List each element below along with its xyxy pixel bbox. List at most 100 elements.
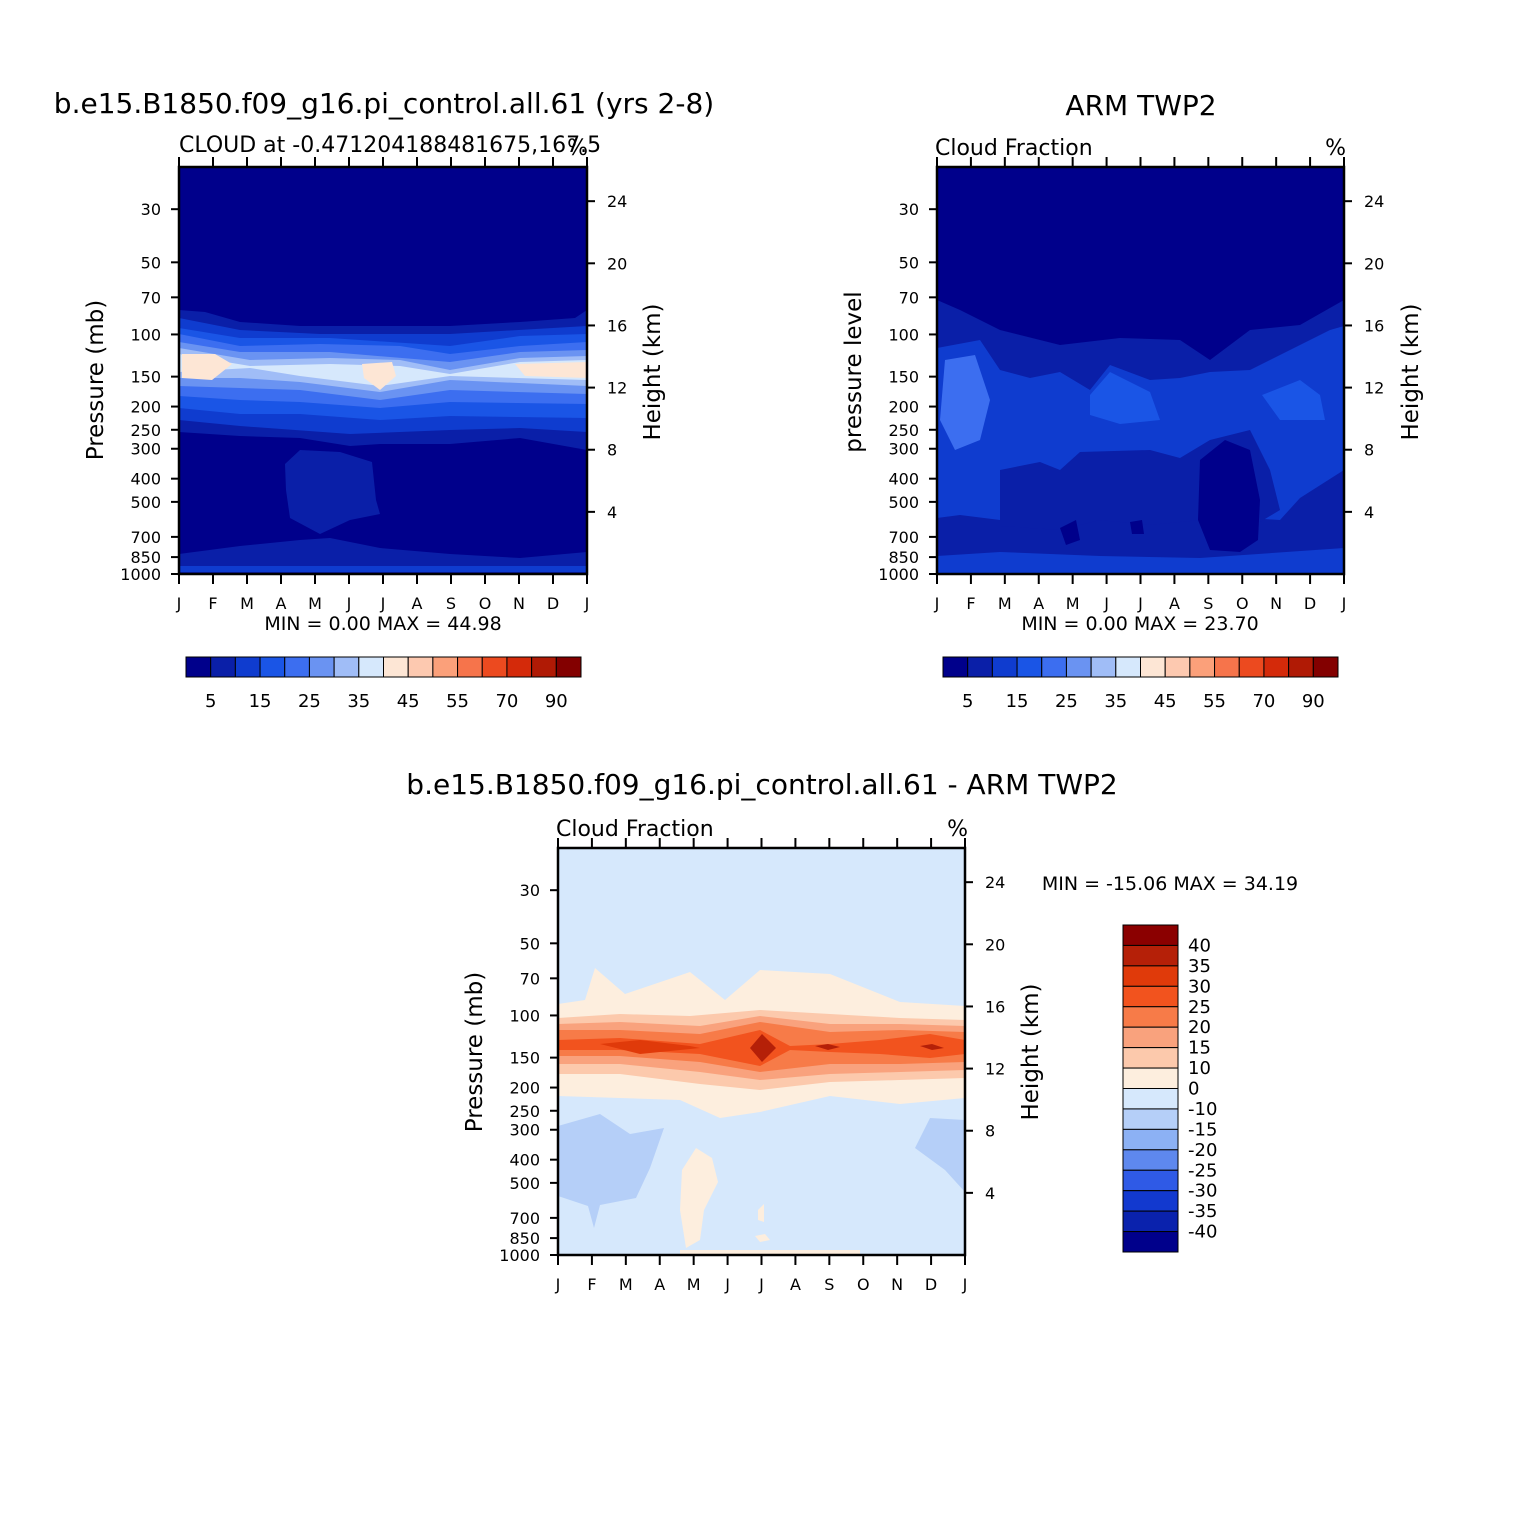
diff-colorbar-label: -25	[1188, 1160, 1217, 1181]
model-ytick-label: 30	[141, 200, 161, 219]
model-htick-label: 12	[607, 379, 627, 398]
model-xtick-label: J	[380, 594, 386, 613]
diff-xtick-label: D	[925, 1275, 937, 1294]
obs-colorbar-box	[1238, 656, 1265, 678]
diff-positive-may	[680, 1148, 718, 1248]
diff-colorbar-box	[1122, 1210, 1179, 1233]
diff-ytick-label: 250	[509, 1102, 540, 1121]
model-ytick-label: 1000	[120, 565, 161, 584]
model-htick-label: 20	[607, 254, 627, 273]
model-colorbar-label: 5	[205, 691, 216, 712]
obs-xtick-label: J	[1137, 594, 1143, 613]
diff-core-jul	[750, 1034, 776, 1062]
obs-colorbar-label: 25	[1055, 691, 1078, 712]
diff-core-feb	[600, 1040, 700, 1054]
panel-model-ylabel: Pressure (mb)	[83, 300, 109, 460]
panel-model-minmax: MIN = 0.00 MAX = 44.98	[264, 613, 501, 635]
obs-ytick-label: 500	[888, 493, 919, 512]
model-htick-label: 4	[607, 503, 617, 522]
obs-ytick-label: 1000	[878, 565, 919, 584]
model-colorbar-box	[185, 656, 212, 678]
diff-colorbar-box	[1122, 1149, 1179, 1171]
diff-colorbar-box	[1122, 1108, 1179, 1130]
model-colorbar-box	[506, 656, 533, 678]
diff-colorbar-label: 20	[1188, 1017, 1211, 1038]
diff-xtick-label: S	[824, 1275, 834, 1294]
model-colorbar-label: 55	[446, 691, 469, 712]
obs-htick-label: 20	[1364, 254, 1384, 273]
model-colorbar-label: 45	[397, 691, 420, 712]
obs-clear-spot-2	[1130, 520, 1144, 534]
model-colorbar-label: 90	[545, 691, 568, 712]
panel-obs-units: %	[1325, 136, 1346, 161]
panel-model-ylabel-right: Height (km)	[640, 303, 666, 440]
model-ytick-label: 500	[130, 493, 161, 512]
obs-colorbar-box	[942, 656, 969, 678]
panel-diff-subtitle: Cloud Fraction	[556, 817, 714, 842]
model-xtick-label: J	[176, 594, 182, 613]
model-xtick-label: M	[308, 594, 322, 613]
panel-obs-ylabel-right: Height (km)	[1398, 303, 1424, 440]
diff-xtick-label: N	[891, 1275, 903, 1294]
diff-xtick-label: M	[619, 1275, 633, 1294]
obs-ytick-label: 100	[888, 325, 919, 344]
obs-lowlevel	[937, 548, 1344, 574]
panel-diff-title: b.e15.B1850.f09_g16.pi_control.all.61 - …	[406, 768, 1117, 801]
model-ytick-label: 70	[141, 288, 161, 307]
obs-colorbar-label: 70	[1252, 691, 1275, 712]
obs-xtick-label: A	[1033, 594, 1044, 613]
diff-ytick-label: 1000	[499, 1246, 540, 1265]
surface-cloud	[179, 566, 587, 572]
model-htick-label: 16	[607, 316, 627, 335]
panel-obs-minmax: MIN = 0.00 MAX = 23.70	[1021, 613, 1258, 635]
obs-colorbar-label: 45	[1154, 691, 1177, 712]
obs-patch-jan	[940, 355, 990, 450]
model-ytick-label: 850	[130, 548, 161, 567]
obs-colorbar-box	[991, 656, 1018, 678]
diff-colorbar-box	[1122, 1026, 1179, 1049]
obs-xtick-label: N	[1270, 594, 1282, 613]
diff-colorbar-box	[1122, 1169, 1179, 1192]
model-ytick-label: 250	[130, 421, 161, 440]
diff-xtick-label: J	[724, 1275, 730, 1294]
diff-ytick-label: 150	[509, 1049, 540, 1068]
model-colorbar-box	[333, 656, 360, 678]
model-colorbar-label: 35	[347, 691, 370, 712]
diff-colorbar-label: 10	[1188, 1058, 1211, 1079]
obs-colorbar-box	[1189, 656, 1216, 678]
model-colorbar-box	[531, 656, 557, 678]
panel-obs-subtitle: Cloud Fraction	[935, 136, 1093, 161]
diff-colorbar-box	[1122, 1190, 1179, 1212]
model-ytick-label: 50	[141, 253, 161, 272]
diff-xtick-label: J	[555, 1275, 561, 1294]
obs-colorbar-box	[1263, 656, 1290, 678]
diff-ytick-label: 30	[520, 881, 540, 900]
diff-htick-label: 24	[985, 873, 1005, 892]
midlevel-cloud	[285, 450, 380, 534]
obs-colorbar-box	[1115, 656, 1141, 678]
diff-colorbar-box	[1122, 1047, 1179, 1069]
obs-xtick-label: F	[966, 594, 975, 613]
diff-xtick-label: M	[687, 1275, 701, 1294]
model-colorbar-box	[432, 656, 459, 678]
obs-xtick-label: M	[1066, 594, 1080, 613]
obs-xtick-label: A	[1169, 594, 1180, 613]
panel-diff-ylabel-right: Height (km)	[1018, 983, 1044, 1120]
model-xtick-label: D	[547, 594, 559, 613]
obs-htick-label: 8	[1364, 441, 1374, 460]
obs-ytick-label: 50	[899, 253, 919, 272]
model-colorbar-box	[457, 656, 483, 678]
diff-xtick-label: O	[857, 1275, 870, 1294]
diff-colorbar-box	[1122, 1067, 1179, 1089]
diff-negative-dec	[915, 1118, 965, 1192]
diff-colorbar-label: -20	[1188, 1140, 1217, 1161]
model-colorbar-box	[407, 656, 434, 678]
model-xtick-label: O	[479, 594, 492, 613]
diff-colorbar-box	[1122, 1231, 1179, 1253]
diff-colorbar-label: 40	[1188, 935, 1211, 956]
model-htick-label: 8	[607, 441, 617, 460]
cloud-max-jul	[362, 362, 396, 390]
diff-colorbar-label: 30	[1188, 976, 1211, 997]
